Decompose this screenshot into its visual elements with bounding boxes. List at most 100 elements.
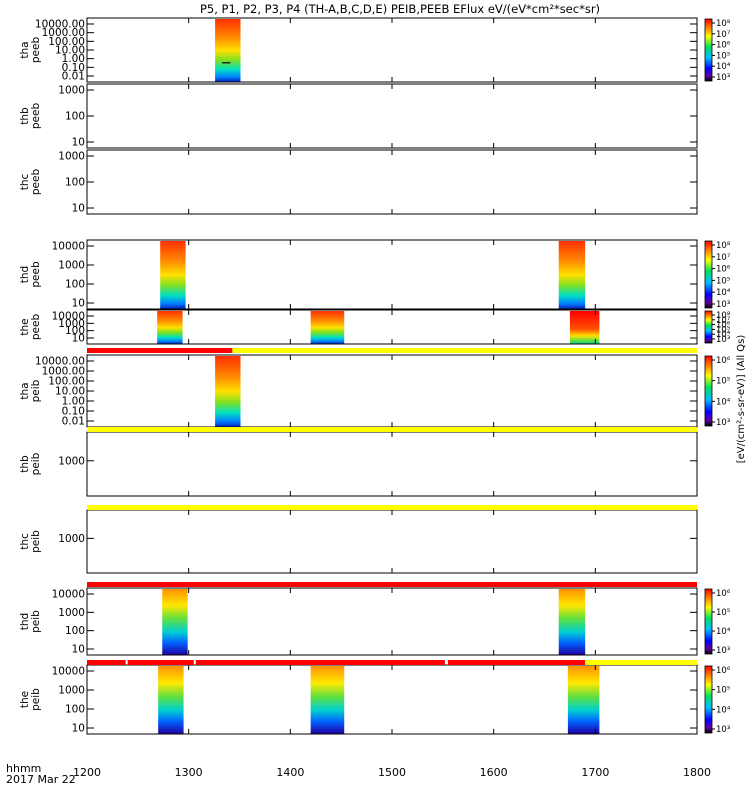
spectrogram-block: [160, 241, 186, 309]
panel-frame: [86, 354, 698, 428]
colorbar: [704, 18, 713, 82]
spectrogram-block: [215, 356, 241, 427]
panel-label-probe: thc: [19, 174, 31, 191]
mode-band-segment: [447, 660, 586, 665]
y-tick-label: 100: [65, 279, 85, 291]
mode-band-segment: [232, 348, 697, 353]
x-tick-label: 1700: [581, 766, 609, 779]
y-tick-label: 100.00: [48, 36, 85, 48]
y-tick-label: 100.00: [48, 376, 85, 388]
colorbar-tick-label: 10³: [716, 646, 730, 656]
y-tick-label: 1.00: [62, 53, 85, 65]
x-tick-label: 1200: [73, 766, 101, 779]
x-tick-label: 1400: [276, 766, 304, 779]
mode-band-segment: [87, 582, 697, 587]
y-tick-label: 1000.00: [42, 27, 85, 39]
panel-label-product: peeb: [30, 314, 42, 341]
mode-band-segment: [87, 427, 697, 432]
colorbar-tick-label: 10⁶: [716, 666, 731, 676]
y-tick-label: 1000: [58, 318, 85, 330]
panel-frame: [86, 431, 698, 497]
colorbar-label: [eV/(cm²-s-sr-eV)] (All Qs): [736, 335, 747, 464]
panel-label-probe: tha: [19, 41, 31, 58]
colorbar-tick-label: 10⁵: [716, 51, 730, 61]
colorbar-tick-label: 10⁴: [716, 288, 731, 298]
mode-band-segment: [195, 660, 445, 665]
y-tick-label: 100: [65, 325, 85, 337]
colorbar-tick-label: 10⁵: [716, 325, 730, 335]
x-tick-label: 1800: [683, 766, 711, 779]
colorbar: [704, 310, 713, 344]
y-tick-label: 10000: [52, 241, 85, 253]
colorbar-tick-label: 10⁷: [716, 253, 731, 263]
colorbar-tick-label: 10⁵: [716, 377, 730, 387]
panel-thc-peib: 1000 thc peib: [19, 509, 698, 574]
y-tick-label: 100: [65, 625, 85, 637]
panel-label-product: peib: [30, 452, 42, 475]
spectrogram-block: [569, 311, 600, 344]
colorbar-tick-label: 10⁸: [716, 311, 731, 321]
colorbar-tick-label: 10⁷: [716, 316, 731, 326]
colorbar: [704, 240, 713, 309]
y-tick-label: 10: [72, 723, 85, 735]
colorbar-tick-label: 10⁸: [716, 241, 731, 251]
panel-thd-peib: 10000 1000 100 10 thd peib 10⁶ 10⁵ 10⁴ 10³: [19, 587, 731, 656]
panel-label-product: peib: [30, 688, 42, 711]
colorbar-tick-label: 10³: [716, 725, 730, 735]
y-tick-label: 1000: [58, 151, 85, 163]
colorbar: [704, 588, 713, 655]
y-tick-label: 100: [65, 704, 85, 716]
spectrogram-block: [310, 311, 345, 344]
spectrogram-block: [558, 241, 586, 309]
colorbar-tick-label: 10⁵: [716, 686, 730, 696]
panel-frame: [86, 149, 698, 215]
colorbar-tick-label: 10⁴: [716, 705, 731, 715]
mode-band-segment: [127, 660, 194, 665]
y-tick-label: 100: [65, 111, 85, 123]
y-tick-label: 10.00: [55, 386, 85, 398]
y-tick-label: 1000.00: [42, 366, 85, 378]
panel-label-probe: thc: [19, 533, 31, 550]
colorbar-tick-label: 10³: [716, 73, 730, 83]
mode-bands: [87, 348, 697, 665]
colorbar-tick-label: 10³: [716, 418, 730, 428]
figure-title: P5, P1, P2, P3, P4 (TH-A,B,C,D,E) PEIB,P…: [200, 2, 600, 16]
y-tick-label: 1000: [58, 85, 85, 97]
colorbar-tick-label: 10³: [716, 300, 730, 310]
mode-band-segment: [87, 660, 126, 665]
y-tick-label: 10: [72, 333, 85, 345]
spectrogram-block: [567, 666, 600, 734]
mode-band-segment: [87, 505, 697, 510]
mode-band-segment: [585, 660, 697, 665]
colorbar-tick-label: 10³: [716, 335, 730, 345]
y-tick-label: 100: [65, 177, 85, 189]
panel-label-product: peeb: [30, 169, 42, 196]
panel-label-probe: thb: [19, 107, 31, 125]
panel-thb-peeb: 1000 100 10 thb peeb: [19, 83, 698, 149]
panel-label-product: peeb: [30, 37, 42, 64]
colorbar-tick-label: 10⁸: [716, 19, 731, 29]
y-tick-label: 10: [72, 644, 85, 656]
panel-thb-peib: 1000 thb peib: [19, 431, 698, 497]
panel-label-product: peib: [30, 610, 42, 633]
colorbar-tick-label: 10⁴: [716, 627, 731, 637]
y-tick-label: 0.10: [62, 406, 85, 418]
y-tick-label: 1000: [58, 685, 85, 697]
panel-label-probe: the: [19, 691, 31, 708]
panel-label-product: peib: [30, 530, 42, 553]
panel-label-product: peeb: [30, 261, 42, 288]
y-tick-label: 0.10: [62, 62, 85, 74]
colorbar-tick-label: 10⁴: [716, 330, 731, 340]
x-tick-label: 1600: [480, 766, 508, 779]
x-tick-label: 1500: [378, 766, 406, 779]
spectrogram-block: [162, 589, 188, 655]
colorbar: [704, 355, 713, 427]
mode-band-segment: [87, 348, 233, 353]
panel-label-probe: thd: [19, 613, 31, 630]
panel-frame: [86, 17, 698, 83]
colorbar-tick-label: 10⁶: [716, 41, 731, 51]
